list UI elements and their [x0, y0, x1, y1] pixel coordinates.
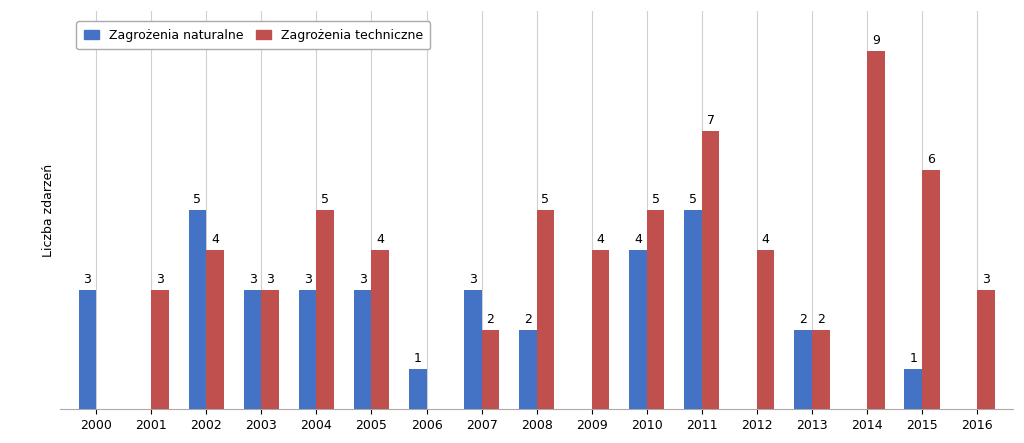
Text: 1: 1 [909, 352, 918, 365]
Text: 1: 1 [414, 352, 422, 365]
Text: 3: 3 [249, 273, 256, 286]
Text: 5: 5 [651, 193, 659, 206]
Text: 7: 7 [707, 113, 715, 127]
Bar [684, 210, 701, 409]
Bar [316, 210, 334, 409]
Text: 3: 3 [982, 273, 990, 286]
Bar [757, 250, 774, 409]
Text: 4: 4 [634, 233, 642, 246]
Bar [354, 290, 372, 409]
Text: 2: 2 [799, 313, 807, 326]
Text: 3: 3 [358, 273, 367, 286]
Bar [629, 250, 647, 409]
Text: 3: 3 [304, 273, 311, 286]
Bar [922, 170, 940, 409]
Text: 4: 4 [762, 233, 770, 246]
Text: 3: 3 [83, 273, 91, 286]
Bar [519, 330, 537, 409]
Text: 5: 5 [689, 193, 697, 206]
Text: 3: 3 [266, 273, 274, 286]
Bar [152, 290, 169, 409]
Bar [464, 290, 481, 409]
Bar [206, 250, 224, 409]
Bar [812, 330, 829, 409]
Bar [244, 290, 261, 409]
Text: 5: 5 [542, 193, 550, 206]
Text: 4: 4 [211, 233, 219, 246]
Bar [537, 210, 554, 409]
Bar [904, 369, 922, 409]
Legend: Zagrożenia naturalne, Zagrożenia techniczne: Zagrożenia naturalne, Zagrożenia technic… [76, 21, 430, 49]
Text: 9: 9 [871, 34, 880, 47]
Text: 2: 2 [817, 313, 824, 326]
Bar [867, 51, 885, 409]
Bar [79, 290, 96, 409]
Text: 3: 3 [469, 273, 477, 286]
Text: 4: 4 [377, 233, 384, 246]
Bar [592, 250, 609, 409]
Y-axis label: Liczba zdarzeń: Liczba zdarzeń [42, 163, 55, 256]
Bar [409, 369, 427, 409]
Bar [795, 330, 812, 409]
Bar [977, 290, 994, 409]
Text: 2: 2 [524, 313, 531, 326]
Text: 5: 5 [194, 193, 202, 206]
Bar [372, 250, 389, 409]
Bar [647, 210, 665, 409]
Text: 5: 5 [322, 193, 329, 206]
Text: 3: 3 [156, 273, 164, 286]
Text: 2: 2 [486, 313, 495, 326]
Text: 6: 6 [927, 153, 935, 167]
Bar [261, 290, 279, 409]
Bar [299, 290, 316, 409]
Bar [481, 330, 499, 409]
Bar [701, 131, 720, 409]
Text: 4: 4 [597, 233, 604, 246]
Bar [188, 210, 206, 409]
